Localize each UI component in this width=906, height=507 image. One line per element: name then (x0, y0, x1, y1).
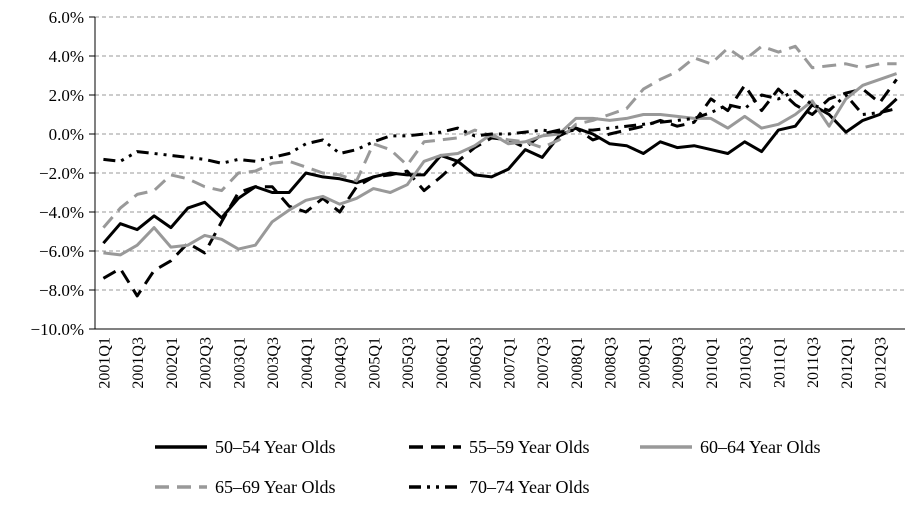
x-tick-label: 2012Q1 (839, 337, 856, 389)
x-tick-label: 2005Q1 (366, 337, 383, 389)
y-tick-label: −8.0% (39, 281, 84, 300)
legend-label: 55–59 Year Olds (469, 437, 590, 457)
x-tick-label: 2002Q3 (198, 337, 215, 389)
series-line (102, 97, 898, 245)
legend-label: 70–74 Year Olds (469, 477, 590, 497)
x-tick-label: 2009Q3 (670, 337, 687, 389)
x-tick-label: 2011Q3 (805, 337, 822, 388)
y-tick-label: −10.0% (31, 320, 85, 339)
series-line (103, 89, 897, 165)
x-tick-label: 2004Q3 (333, 337, 350, 389)
y-tick-label: 4.0% (49, 47, 84, 66)
x-tick-label: 2002Q1 (164, 337, 181, 389)
x-tick-label: 2009Q1 (636, 337, 653, 389)
legend-label: 60–64 Year Olds (700, 437, 821, 457)
legend-label: 50–54 Year Olds (215, 437, 336, 457)
x-tick-label: 2008Q1 (569, 337, 586, 389)
x-tick-label: 2004Q1 (299, 337, 316, 389)
y-tick-label: 0.0% (49, 125, 84, 144)
x-tick-label: 2003Q1 (231, 337, 248, 389)
series-line (103, 72, 898, 257)
x-tick-label: 2008Q3 (603, 337, 620, 389)
x-tick-label: 2011Q1 (771, 337, 788, 388)
x-tick-label: 2010Q3 (738, 337, 755, 389)
x-tick-label: 2003Q3 (265, 337, 282, 389)
x-tick-label: 2001Q1 (96, 337, 113, 389)
legend-label: 65–69 Year Olds (215, 477, 336, 497)
x-tick-label: 2001Q3 (130, 337, 147, 389)
x-tick-label: 2006Q1 (434, 337, 451, 389)
y-tick-label: −6.0% (39, 242, 84, 261)
x-tick-label: 2007Q3 (535, 337, 552, 389)
y-tick-label: −4.0% (39, 203, 84, 222)
x-tick-label: 2010Q1 (704, 337, 721, 389)
series-line (102, 44, 897, 229)
y-tick-label: 6.0% (49, 8, 84, 27)
x-tick-label: 2006Q3 (468, 337, 485, 389)
x-tick-label: 2012Q3 (873, 337, 890, 389)
x-tick-label: 2005Q3 (400, 337, 417, 389)
x-tick-label: 2007Q1 (501, 337, 518, 389)
y-tick-label: 2.0% (49, 86, 84, 105)
y-tick-label: −2.0% (39, 164, 84, 183)
